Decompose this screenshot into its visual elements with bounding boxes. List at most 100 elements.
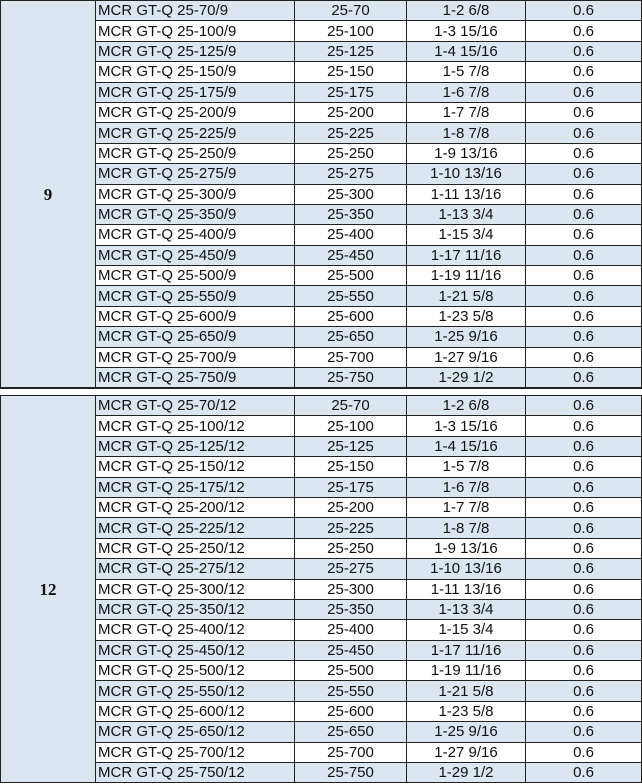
length-cell: 1-9 13/16 (406, 537, 526, 560)
value-cell: 0.6 (525, 598, 642, 621)
range-cell: 25-450 (294, 244, 407, 267)
model-cell: MCR GT-Q 25-600/9 (95, 305, 295, 328)
model-cell: MCR GT-Q 25-150/12 (95, 456, 295, 478)
model-cell: MCR GT-Q 25-225/12 (95, 517, 295, 539)
table-row: MCR GT-Q 25-500/9 25-500 1-19 11/16 0.6 (1, 265, 642, 287)
table-row: MCR GT-Q 25-350/9 25-350 1-13 3/4 0.6 (1, 203, 642, 226)
range-cell: 25-200 (294, 101, 407, 124)
model-cell: MCR GT-Q 25-700/12 (95, 741, 295, 764)
value-cell: 0.6 (525, 326, 642, 348)
value-cell: 0.6 (525, 578, 642, 600)
table-row: MCR GT-Q 25-350/12 25-350 1-13 3/4 0.6 (1, 598, 642, 621)
model-cell: MCR GT-Q 25-400/12 (95, 619, 295, 641)
table-row: MCR GT-Q 25-750/9 25-750 1-29 1/2 0.6 (1, 367, 642, 389)
length-cell: 1-29 1/2 (406, 367, 526, 389)
model-cell: MCR GT-Q 25-450/12 (95, 639, 295, 662)
length-cell: 1-7 7/8 (406, 101, 526, 124)
model-cell: MCR GT-Q 25-300/12 (95, 578, 295, 600)
length-cell: 1-13 3/4 (406, 203, 526, 226)
model-cell: MCR GT-Q 25-225/9 (95, 122, 295, 144)
range-cell: 25-350 (294, 203, 407, 226)
value-cell: 0.6 (525, 700, 642, 723)
model-cell: MCR GT-Q 25-200/9 (95, 101, 295, 124)
model-cell: MCR GT-Q 25-450/9 (95, 244, 295, 267)
table-row: 12 MCR GT-Q 25-70/12 25-70 1-2 6/8 0.6 (0, 394, 642, 784)
table-row: MCR GT-Q 25-275/12 25-275 1-10 13/16 0.6 (1, 558, 642, 580)
value-cell: 0.6 (525, 456, 642, 478)
length-cell: 1-17 11/16 (406, 244, 526, 267)
value-cell: 0.6 (525, 203, 642, 226)
length-cell: 1-11 13/16 (406, 183, 526, 205)
model-cell: MCR GT-Q 25-750/12 (95, 762, 295, 784)
value-cell: 0.6 (525, 639, 642, 662)
model-cell: MCR GT-Q 25-275/9 (95, 163, 295, 185)
length-cell: 1-2 6/8 (406, 0, 526, 22)
table-row: MCR GT-Q 25-700/12 25-700 1-27 9/16 0.6 (1, 741, 642, 764)
range-cell: 25-700 (294, 741, 407, 764)
table-row: MCR GT-Q 25-550/12 25-550 1-21 5/8 0.6 (1, 680, 642, 702)
model-cell: MCR GT-Q 25-125/9 (95, 40, 295, 63)
range-cell: 25-350 (294, 598, 407, 621)
value-cell: 0.6 (525, 0, 642, 22)
model-cell: MCR GT-Q 25-70/9 (95, 0, 295, 22)
table-row: MCR GT-Q 25-150/12 25-150 1-5 7/8 0.6 (1, 456, 642, 478)
range-cell: 25-150 (294, 456, 407, 478)
model-cell: MCR GT-Q 25-500/12 (95, 660, 295, 682)
spec-table-group-9: 9 MCR GT-Q 25-70/9 25-70 1-2 6/8 0.6 MCR GT-Q… (0, 0, 642, 389)
table-row: MCR GT-Q 25-450/12 25-450 1-17 11/16 0.6 (1, 639, 642, 662)
value-cell: 0.6 (525, 619, 642, 641)
table-row: MCR GT-Q 25-150/9 25-150 1-5 7/8 0.6 (1, 61, 642, 83)
length-cell: 1-4 15/16 (406, 40, 526, 63)
model-cell: MCR GT-Q 25-250/12 (95, 537, 295, 560)
range-cell: 25-550 (294, 285, 407, 307)
value-cell: 0.6 (525, 20, 642, 42)
value-cell: 0.6 (525, 244, 642, 267)
table-row: MCR GT-Q 25-650/9 25-650 1-25 9/16 0.6 (1, 326, 642, 348)
table-row: MCR GT-Q 25-500/12 25-500 1-19 11/16 0.6 (1, 660, 642, 682)
table-row: MCR GT-Q 25-200/12 25-200 1-7 7/8 0.6 (1, 496, 642, 519)
model-cell: MCR GT-Q 25-70/12 (95, 394, 295, 417)
value-cell: 0.6 (525, 721, 642, 743)
value-cell: 0.6 (525, 40, 642, 63)
table-row: MCR GT-Q 25-400/12 25-400 1-15 3/4 0.6 (1, 619, 642, 641)
length-cell: 1-6 7/8 (406, 81, 526, 103)
table-row: MCR GT-Q 25-225/9 25-225 1-8 7/8 0.6 (1, 122, 642, 144)
range-cell: 25-175 (294, 81, 407, 103)
value-cell: 0.6 (525, 496, 642, 519)
length-cell: 1-19 11/16 (406, 265, 526, 287)
length-cell: 1-15 3/4 (406, 224, 526, 246)
range-cell: 25-600 (294, 305, 407, 328)
value-cell: 0.6 (525, 476, 642, 498)
range-cell: 25-70 (294, 0, 407, 22)
table-row: MCR GT-Q 25-250/9 25-250 1-9 13/16 0.6 (1, 142, 642, 165)
value-cell: 0.6 (525, 81, 642, 103)
table-row: MCR GT-Q 25-225/12 25-225 1-8 7/8 0.6 (1, 517, 642, 539)
value-cell: 0.6 (525, 346, 642, 369)
model-cell: MCR GT-Q 25-200/12 (95, 496, 295, 519)
range-cell: 25-125 (294, 435, 407, 458)
table-row: MCR GT-Q 25-125/9 25-125 1-4 15/16 0.6 (1, 40, 642, 63)
value-cell: 0.6 (525, 762, 642, 784)
table-row: MCR GT-Q 25-250/12 25-250 1-9 13/16 0.6 (1, 537, 642, 560)
model-cell: MCR GT-Q 25-500/9 (95, 265, 295, 287)
table-row: 9 MCR GT-Q 25-70/9 25-70 1-2 6/8 0.6 (0, 0, 642, 389)
group-separator (0, 388, 642, 396)
length-cell: 1-21 5/8 (406, 680, 526, 702)
length-cell: 1-8 7/8 (406, 517, 526, 539)
length-cell: 1-3 15/16 (406, 20, 526, 42)
value-cell: 0.6 (525, 285, 642, 307)
value-cell: 0.6 (525, 435, 642, 458)
range-cell: 25-700 (294, 346, 407, 369)
range-cell: 25-450 (294, 639, 407, 662)
model-cell: MCR GT-Q 25-550/12 (95, 680, 295, 702)
value-cell: 0.6 (525, 163, 642, 185)
group-label: 12 (0, 394, 96, 784)
range-cell: 25-300 (294, 183, 407, 205)
table-row: MCR GT-Q 25-650/12 25-650 1-25 9/16 0.6 (1, 721, 642, 743)
range-cell: 25-275 (294, 163, 407, 185)
model-cell: MCR GT-Q 25-600/12 (95, 700, 295, 723)
group-label: 9 (0, 0, 96, 389)
range-cell: 25-70 (294, 394, 407, 417)
table-row: MCR GT-Q 25-750/12 25-750 1-29 1/2 0.6 (1, 762, 642, 784)
value-cell: 0.6 (525, 101, 642, 124)
